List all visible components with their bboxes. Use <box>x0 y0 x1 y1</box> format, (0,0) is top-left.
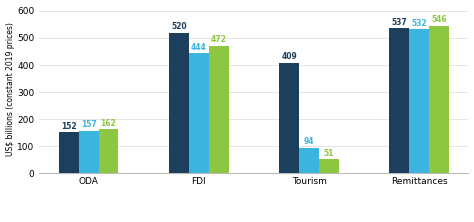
Text: 51: 51 <box>324 149 334 158</box>
Bar <box>390 28 409 173</box>
Bar <box>189 53 209 173</box>
Text: 546: 546 <box>431 15 447 24</box>
Text: 537: 537 <box>392 18 407 27</box>
Bar <box>79 131 99 173</box>
Bar <box>429 26 449 173</box>
Bar <box>319 159 339 173</box>
Text: 157: 157 <box>81 120 97 129</box>
Text: 532: 532 <box>411 19 427 28</box>
Bar <box>299 148 319 173</box>
Bar <box>409 29 429 173</box>
Text: 409: 409 <box>282 52 297 61</box>
Text: 152: 152 <box>61 122 77 131</box>
Bar <box>169 33 189 173</box>
Text: 162: 162 <box>100 119 117 128</box>
Text: 520: 520 <box>171 22 187 31</box>
Bar <box>209 46 228 173</box>
Bar <box>99 129 118 173</box>
Text: 472: 472 <box>211 35 227 44</box>
Text: 94: 94 <box>304 137 314 146</box>
Bar <box>59 132 79 173</box>
Y-axis label: US$ billions (constant 2019 prices): US$ billions (constant 2019 prices) <box>6 22 15 156</box>
Text: 444: 444 <box>191 43 207 52</box>
Bar <box>279 63 299 173</box>
